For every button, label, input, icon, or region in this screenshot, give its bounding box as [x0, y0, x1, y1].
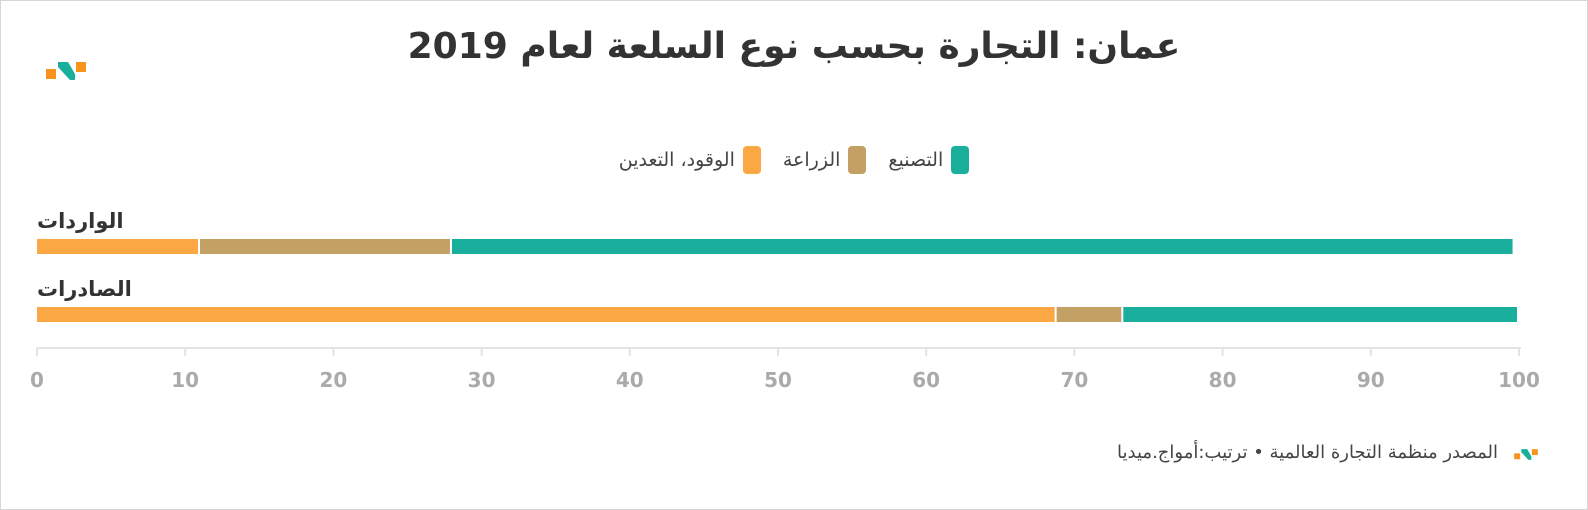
x-tick-label: 0 [30, 368, 44, 392]
source-logo-icon [1514, 449, 1538, 460]
legend-swatch-manufacturing [951, 146, 970, 174]
amwaj-logo-icon [46, 62, 86, 80]
legend-swatch-fuel-mining [742, 146, 761, 174]
x-tick-label: 40 [616, 368, 644, 392]
bar-segment [1123, 307, 1517, 322]
bar-segment [451, 239, 1513, 254]
x-tick-label: 10 [171, 368, 199, 392]
category-label: الصادرات [37, 277, 132, 301]
source-note: المصدر منظمة التجارة العالمية • ترتيب:أم… [1117, 442, 1498, 463]
x-tick-label: 70 [1060, 368, 1088, 392]
bar-segment [1056, 307, 1122, 322]
x-tick-label: 20 [319, 368, 347, 392]
stacked-bar-chart: الواردات الصادرات 0 10 20 30 40 50 60 70 80 90 100 [30, 209, 1540, 392]
x-tick-label: 80 [1209, 368, 1237, 392]
legend-item-fuel-mining: الوقود، التعدين [619, 146, 761, 174]
x-tick-label: 90 [1357, 368, 1385, 392]
x-tick-label: 30 [468, 368, 496, 392]
legend-item-agriculture: الزراعة [783, 146, 867, 174]
legend: التصنيع الزراعة الوقود، التعدين [0, 146, 1588, 174]
x-tick-label: 60 [912, 368, 940, 392]
legend-swatch-agriculture [848, 146, 867, 174]
chart-title: عمان: التجارة بحسب نوع السلعة لعام 2019 [407, 26, 1181, 67]
legend-label-fuel-mining: الوقود، التعدين [618, 149, 735, 171]
legend-label-agriculture: الزراعة [782, 149, 841, 171]
category-label: الواردات [37, 209, 124, 233]
x-tick-label: 100 [1498, 368, 1540, 392]
bar-segment [200, 239, 450, 254]
x-tick-label: 50 [764, 368, 792, 392]
bar-segment [37, 307, 1055, 322]
bar-segment [37, 239, 199, 254]
legend-label-manufacturing: التصنيع [888, 149, 944, 171]
legend-item-manufacturing: التصنيع [888, 146, 970, 174]
